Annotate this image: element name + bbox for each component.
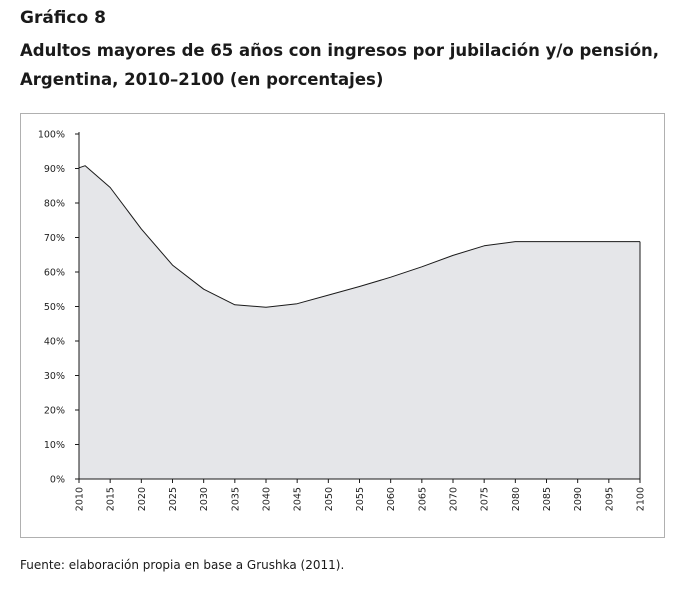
figure-label: Gráfico 8 — [20, 8, 106, 28]
plot-area — [78, 165, 641, 479]
x-tick-label: 2015 — [106, 487, 117, 511]
x-tick-label: 2095 — [604, 487, 615, 511]
source-note: Fuente: elaboración propia en base a Gru… — [20, 558, 345, 572]
chart-title-line-2: Argentina, 2010–2100 (en porcentajes) — [20, 70, 384, 89]
data-point — [608, 240, 610, 242]
series-area-fill — [79, 165, 640, 479]
x-tick-label: 2010 — [75, 487, 86, 511]
data-point — [171, 264, 173, 266]
x-tick-label: 2070 — [449, 487, 460, 511]
y-tick-label: 90% — [44, 164, 65, 175]
x-tick-label: 2060 — [386, 487, 397, 511]
chart-title: Adultos mayores de 65 años con ingresos … — [20, 36, 680, 94]
x-tick-label: 2080 — [511, 487, 522, 511]
data-point — [327, 294, 329, 296]
x-tick-label: 2065 — [417, 487, 428, 511]
x-tick-label: 2035 — [230, 487, 241, 511]
x-tick-label: 2040 — [262, 487, 273, 511]
x-tick-label: 2045 — [293, 487, 304, 511]
data-point — [203, 288, 205, 290]
series-line — [78, 165, 640, 308]
y-tick-label: 100% — [38, 130, 65, 141]
data-point — [514, 240, 516, 242]
area-chart: 0%10%20%30%40%50%60%70%80%90%100% 2010 20… — [38, 130, 647, 512]
y-tick-label: 60% — [44, 268, 65, 279]
x-tick-label: 2050 — [324, 487, 335, 511]
data-point — [84, 165, 86, 167]
data-point — [234, 304, 236, 306]
data-point — [639, 240, 641, 242]
chart-frame: 0% 10% 20% 30% 40% 50% 60% 70% 80% 90% 100% 2010 20… — [20, 113, 665, 538]
y-tick-label: 80% — [44, 199, 65, 210]
data-point — [140, 228, 142, 230]
data-point — [296, 303, 298, 305]
data-point — [265, 306, 267, 308]
x-tick-label: 2085 — [542, 487, 553, 511]
y-tick-label: 70% — [44, 233, 65, 244]
x-tick-label: 2020 — [137, 487, 148, 511]
y-tick-label: 20% — [44, 406, 65, 417]
data-point — [577, 240, 579, 242]
data-point — [358, 285, 360, 287]
x-tick-label: 2030 — [199, 487, 210, 511]
y-tick-label: 30% — [44, 371, 65, 382]
x-tick-label: 2100 — [636, 487, 647, 511]
data-point — [109, 186, 111, 188]
x-axis: 2010 2015 2020 2025 2030 2035 2040 2045 2050 2055… — [75, 478, 647, 511]
x-tick-label: 2075 — [480, 487, 491, 511]
x-tick-label: 2055 — [355, 487, 366, 511]
y-tick-label: 50% — [44, 302, 65, 313]
y-axis: 0% 10% 20% 30% 40% 50% 60% 70% 80% 90% 100% — [38, 130, 80, 486]
x-tick-label: 2090 — [573, 487, 584, 511]
y-tick-label: 10% — [44, 440, 65, 451]
data-point — [390, 276, 392, 278]
data-point — [545, 240, 547, 242]
y-tick-label: 0% — [50, 475, 65, 486]
data-point — [452, 254, 454, 256]
y-tick-label: 40% — [44, 337, 65, 348]
x-tick-label: 2025 — [168, 487, 179, 511]
chart-title-line-1: Adultos mayores de 65 años con ingresos … — [20, 41, 660, 60]
data-point — [483, 245, 485, 247]
data-point — [421, 266, 423, 268]
